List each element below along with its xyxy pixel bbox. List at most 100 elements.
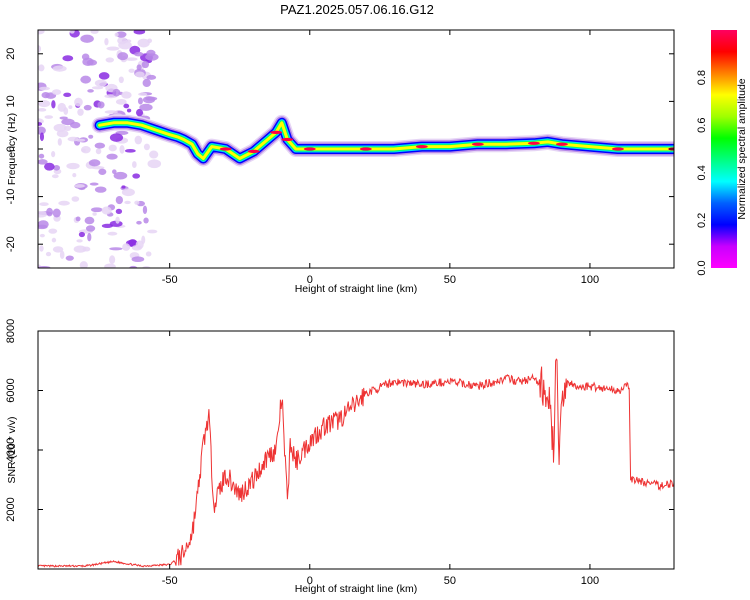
noise-blob <box>135 240 144 249</box>
noise-blob <box>114 32 119 37</box>
noise-blob <box>84 216 95 225</box>
noise-blob <box>75 138 86 142</box>
noise-blob <box>39 245 44 252</box>
noise-blob <box>136 64 142 71</box>
noise-blob <box>87 232 92 242</box>
noise-blob <box>38 122 43 126</box>
noise-blob <box>121 188 135 197</box>
ridge-peak <box>527 141 540 145</box>
noise-blob <box>46 207 53 217</box>
colorbar: 0.0 0.2 0.4 0.6 0.8 Normalized spectral ampl… <box>696 30 748 276</box>
noise-blob <box>137 97 143 105</box>
noise-blob <box>134 135 142 145</box>
noise-blob <box>147 159 162 169</box>
noise-blob <box>107 231 118 236</box>
noise-blob <box>51 174 59 179</box>
noise-blob <box>68 105 73 110</box>
noise-blob <box>98 168 107 175</box>
spectrogram-y-tick-label: 20 <box>5 48 17 60</box>
noise-blob <box>112 169 117 175</box>
noise-blob <box>125 57 138 61</box>
noise-blob <box>126 108 132 113</box>
spectrogram-y-tick-label: -10 <box>5 189 17 205</box>
colorbar-tick-label: 0.6 <box>696 118 708 133</box>
noise-blob <box>81 148 86 153</box>
noise-blob <box>38 126 46 135</box>
noise-blob <box>138 92 148 96</box>
noise-blob <box>57 138 62 146</box>
noise-blob <box>135 108 144 117</box>
ridge-peak <box>471 142 484 146</box>
noise-blob <box>146 74 157 80</box>
noise-blob <box>57 102 67 112</box>
noise-blob <box>44 115 54 119</box>
noise-blob <box>94 186 107 193</box>
noise-blob <box>69 30 75 34</box>
noise-blob <box>136 220 142 225</box>
colorbar-tick-label: 0.2 <box>696 213 708 228</box>
noise-blob <box>38 220 49 229</box>
noise-blob <box>53 164 61 171</box>
noise-blob <box>92 212 97 216</box>
noise-blob <box>90 30 99 34</box>
noise-blob <box>106 153 118 160</box>
noise-blob <box>135 71 145 78</box>
spectrogram-ticks: -50 0 50 100 -20 -10 0 10 20 <box>5 30 674 286</box>
noise-blob <box>121 185 126 189</box>
ridge-peak <box>219 147 232 151</box>
noise-blob <box>141 61 149 69</box>
noise-blob <box>39 233 45 238</box>
noise-blob <box>143 217 149 224</box>
noise-blob <box>91 86 104 90</box>
noise-blob <box>74 97 83 107</box>
noise-blob <box>48 228 58 234</box>
noise-blob <box>52 208 61 218</box>
snr-x-tick-label: 0 <box>307 575 313 587</box>
noise-blob <box>39 86 51 91</box>
ridge-peak <box>359 147 372 151</box>
noise-blob <box>115 31 127 38</box>
noise-blob <box>38 45 42 53</box>
noise-blob <box>62 55 74 62</box>
noise-blob <box>109 255 116 265</box>
noise-blob <box>115 216 120 224</box>
colorbar-tick-label: 0.8 <box>696 70 708 85</box>
noise-blob <box>56 130 69 138</box>
snr-series-line <box>37 358 675 568</box>
noise-blob <box>101 206 112 215</box>
snr-background <box>38 331 674 569</box>
noise-blob <box>51 237 57 243</box>
spectrogram-x-axis-label: Height of straight line (km) <box>295 283 418 295</box>
noise-blob <box>119 145 125 154</box>
noise-blob <box>104 110 118 114</box>
noise-blob <box>134 51 144 57</box>
noise-blob <box>139 103 153 111</box>
noise-blob <box>73 245 87 253</box>
noise-blob <box>63 92 72 98</box>
noise-blob <box>118 40 132 50</box>
noise-blob <box>105 57 115 63</box>
noise-blob <box>95 148 102 155</box>
noise-blob <box>132 161 137 168</box>
noise-blob <box>97 101 105 109</box>
snr-x-tick-label: -50 <box>162 575 178 587</box>
noise-blob <box>134 200 140 205</box>
noise-blob <box>118 76 124 84</box>
noise-blob <box>77 108 84 116</box>
ridge-peak <box>281 137 294 142</box>
noise-blob <box>51 150 56 158</box>
figure-title: PAZ1.2025.057.06.16.G12 <box>280 2 434 17</box>
noise-blob <box>66 162 80 170</box>
noise-blob <box>124 200 131 205</box>
noise-blob <box>44 162 55 171</box>
ridge-peak <box>555 142 568 146</box>
noise-blob <box>58 200 70 206</box>
noise-blob <box>108 144 117 152</box>
noise-blob <box>52 246 64 253</box>
snr-panel: -50 0 50 100 2000 4000 6000 8000 Height of stra… <box>5 319 675 595</box>
noise-blob <box>38 108 47 112</box>
noise-blob <box>80 75 92 84</box>
spectrogram-marks <box>38 30 674 268</box>
colorbar-tick-label: 0.4 <box>696 165 708 180</box>
